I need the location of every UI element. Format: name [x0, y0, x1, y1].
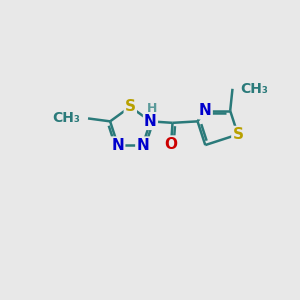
Text: CH₃: CH₃	[52, 111, 80, 125]
Text: S: S	[232, 127, 243, 142]
Text: N: N	[199, 103, 211, 118]
Text: H: H	[147, 103, 157, 116]
Text: N: N	[136, 138, 149, 153]
Text: O: O	[165, 136, 178, 152]
Text: N: N	[144, 114, 157, 129]
Text: CH₃: CH₃	[241, 82, 268, 96]
Text: N: N	[112, 138, 124, 153]
Text: S: S	[125, 99, 136, 114]
